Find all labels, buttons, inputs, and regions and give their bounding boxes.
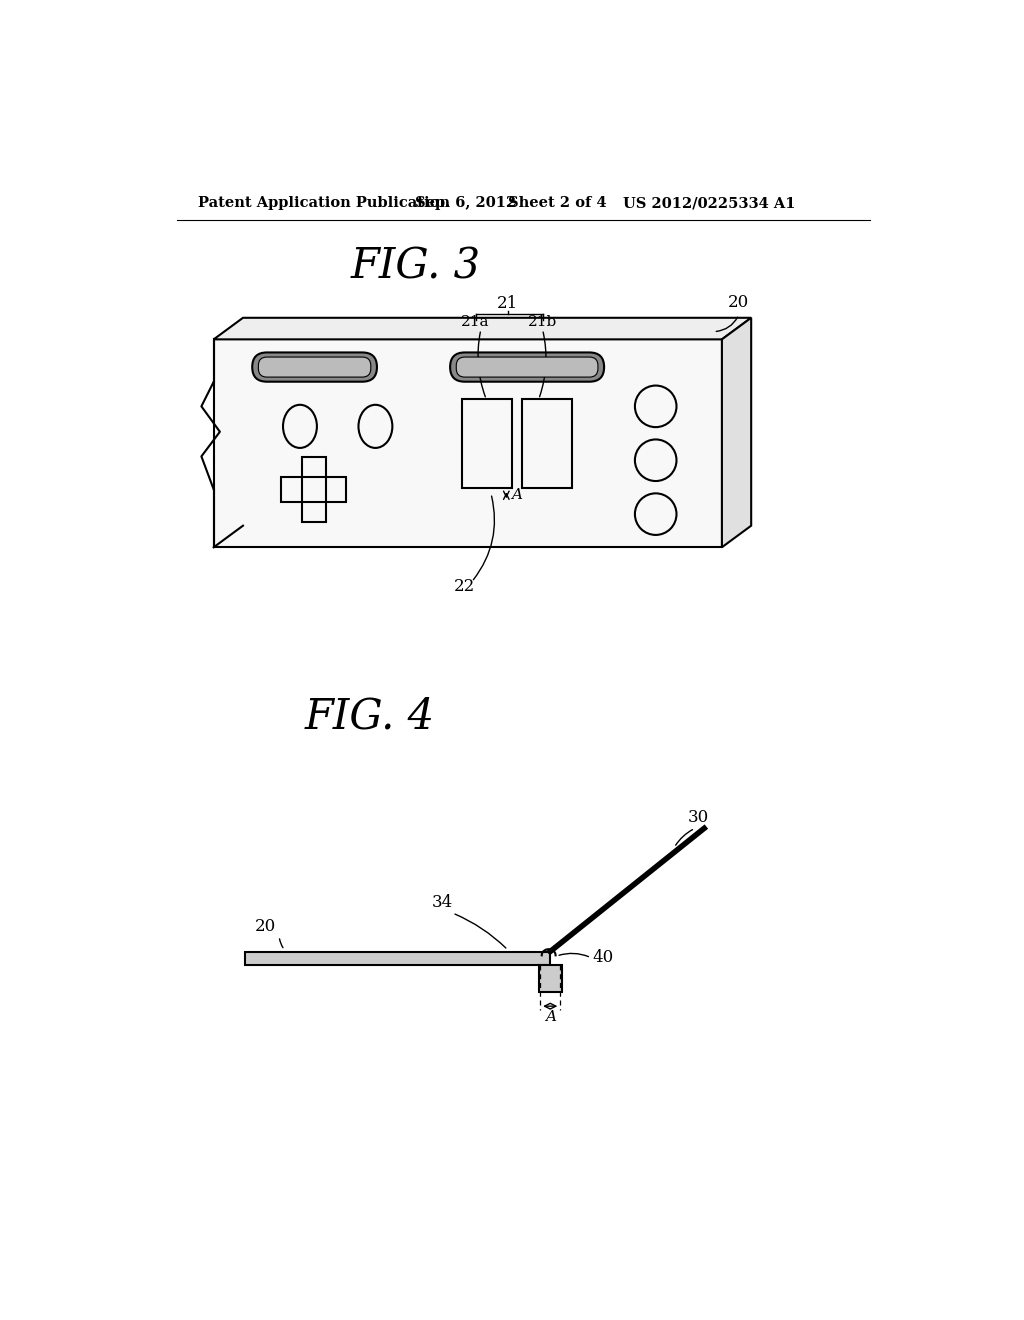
Polygon shape — [245, 952, 550, 965]
Text: 21a: 21a — [461, 314, 489, 329]
Text: Patent Application Publication: Patent Application Publication — [199, 197, 451, 210]
Polygon shape — [214, 318, 752, 339]
Text: 22: 22 — [454, 578, 475, 595]
Text: FIG. 4: FIG. 4 — [304, 696, 434, 738]
Text: US 2012/0225334 A1: US 2012/0225334 A1 — [624, 197, 796, 210]
Text: 30: 30 — [688, 809, 710, 826]
Polygon shape — [214, 339, 722, 548]
Text: 21: 21 — [498, 294, 518, 312]
Text: Sep. 6, 2012: Sep. 6, 2012 — [416, 197, 517, 210]
FancyBboxPatch shape — [451, 352, 604, 381]
Polygon shape — [539, 965, 562, 993]
FancyBboxPatch shape — [457, 358, 598, 378]
Text: 40: 40 — [593, 949, 613, 966]
FancyBboxPatch shape — [252, 352, 377, 381]
FancyBboxPatch shape — [258, 358, 371, 378]
Text: FIG. 3: FIG. 3 — [350, 246, 480, 288]
Text: Sheet 2 of 4: Sheet 2 of 4 — [508, 197, 606, 210]
Text: 34: 34 — [432, 894, 453, 911]
Text: 20: 20 — [255, 917, 275, 935]
Polygon shape — [722, 318, 752, 548]
Text: 20: 20 — [728, 294, 750, 312]
Text: A: A — [511, 488, 522, 502]
Text: 21b: 21b — [528, 314, 557, 329]
Text: A: A — [545, 1010, 556, 1024]
